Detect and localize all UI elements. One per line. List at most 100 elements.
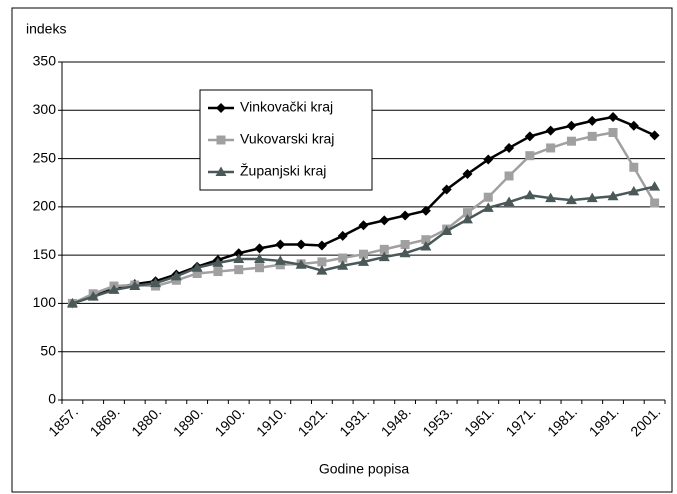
marker bbox=[587, 115, 598, 126]
y-tick-label: 0 bbox=[48, 391, 56, 407]
marker bbox=[216, 103, 226, 113]
marker bbox=[150, 277, 162, 288]
marker bbox=[255, 263, 265, 273]
x-tick-label: 2001. bbox=[627, 403, 663, 439]
x-tick-label: 1857. bbox=[45, 403, 81, 439]
marker bbox=[399, 247, 411, 258]
legend-label: Vukovarski kraj bbox=[240, 131, 334, 147]
marker bbox=[420, 240, 432, 251]
x-tick-label: 1931. bbox=[336, 403, 372, 439]
marker bbox=[441, 184, 452, 195]
marker bbox=[462, 169, 473, 180]
marker bbox=[649, 130, 660, 141]
marker bbox=[233, 253, 245, 264]
y-tick-label: 200 bbox=[33, 198, 57, 214]
marker bbox=[608, 112, 619, 123]
marker bbox=[254, 243, 265, 254]
marker bbox=[483, 192, 493, 202]
marker bbox=[170, 270, 182, 281]
marker bbox=[316, 265, 328, 275]
marker bbox=[254, 253, 266, 264]
marker bbox=[337, 230, 348, 241]
y-tick-label: 100 bbox=[33, 294, 57, 310]
x-tick-label: 1991. bbox=[586, 403, 622, 439]
y-axis-label: indeks bbox=[26, 21, 66, 37]
marker bbox=[317, 257, 327, 267]
marker bbox=[503, 196, 515, 207]
x-tick-label: 1900. bbox=[211, 403, 247, 439]
x-tick-label: 1981. bbox=[544, 403, 580, 439]
chart-border bbox=[11, 7, 673, 493]
x-tick-label: 1890. bbox=[170, 403, 206, 439]
marker bbox=[420, 205, 431, 216]
marker bbox=[108, 284, 120, 294]
x-tick-label: 1971. bbox=[502, 403, 538, 439]
marker bbox=[66, 297, 78, 308]
marker bbox=[216, 135, 226, 145]
x-tick-label: 1869. bbox=[87, 403, 123, 439]
marker bbox=[215, 166, 227, 176]
marker bbox=[87, 291, 99, 301]
marker bbox=[650, 198, 660, 208]
marker bbox=[421, 235, 431, 245]
marker bbox=[566, 136, 576, 146]
marker bbox=[649, 181, 661, 191]
marker bbox=[504, 142, 515, 153]
marker bbox=[400, 210, 411, 221]
marker bbox=[628, 185, 640, 196]
marker bbox=[359, 249, 368, 259]
marker bbox=[462, 208, 472, 218]
marker bbox=[545, 125, 556, 136]
marker bbox=[525, 151, 535, 161]
marker bbox=[295, 259, 307, 269]
x-tick-label: 1921. bbox=[295, 403, 331, 439]
marker bbox=[565, 194, 577, 205]
marker bbox=[607, 190, 619, 201]
legend-label: Županjski kraj bbox=[240, 163, 326, 179]
marker bbox=[504, 171, 514, 181]
marker bbox=[274, 255, 286, 265]
marker bbox=[441, 225, 453, 235]
marker bbox=[483, 154, 494, 165]
marker bbox=[586, 192, 598, 203]
marker bbox=[546, 143, 556, 153]
marker bbox=[192, 268, 202, 278]
y-tick-label: 300 bbox=[33, 101, 57, 117]
x-tick-label: 1953. bbox=[419, 403, 455, 439]
y-tick-label: 50 bbox=[40, 342, 56, 358]
marker bbox=[482, 202, 494, 212]
marker bbox=[545, 192, 557, 203]
marker bbox=[400, 240, 410, 250]
marker bbox=[233, 248, 244, 259]
marker bbox=[191, 262, 203, 272]
marker bbox=[129, 280, 141, 291]
marker bbox=[524, 131, 535, 142]
marker bbox=[212, 257, 224, 267]
marker bbox=[316, 240, 327, 251]
marker bbox=[379, 215, 390, 226]
marker bbox=[628, 120, 639, 131]
x-tick-label: 1961. bbox=[461, 403, 497, 439]
marker bbox=[337, 260, 349, 270]
marker bbox=[461, 213, 473, 224]
y-tick-label: 250 bbox=[33, 149, 57, 165]
marker bbox=[524, 189, 536, 200]
x-tick-label: 1880. bbox=[128, 403, 164, 439]
marker bbox=[358, 256, 369, 266]
x-tick-label: 1948. bbox=[378, 403, 414, 439]
x-tick-label: 1910. bbox=[253, 403, 289, 439]
marker bbox=[234, 265, 244, 275]
marker bbox=[213, 267, 223, 277]
marker bbox=[338, 253, 348, 263]
y-tick-label: 350 bbox=[33, 53, 57, 69]
marker bbox=[275, 239, 286, 250]
marker bbox=[566, 120, 577, 131]
marker bbox=[379, 244, 389, 254]
marker bbox=[629, 162, 639, 172]
marker bbox=[378, 251, 390, 262]
marker bbox=[296, 239, 307, 250]
marker bbox=[587, 131, 597, 141]
y-tick-label: 150 bbox=[33, 246, 57, 262]
